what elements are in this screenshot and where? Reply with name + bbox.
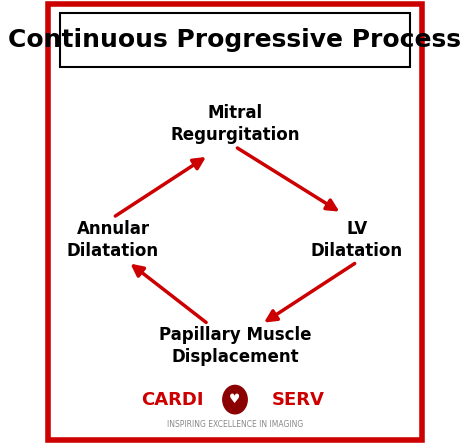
Text: Papillary Muscle
Displacement: Papillary Muscle Displacement (159, 326, 311, 366)
Text: Continuous Progressive Process: Continuous Progressive Process (8, 28, 462, 52)
Text: Annular
Dilatation: Annular Dilatation (67, 220, 159, 260)
Text: CARDI: CARDI (141, 391, 204, 408)
FancyBboxPatch shape (60, 13, 410, 67)
Circle shape (223, 385, 247, 414)
Text: SERV: SERV (272, 391, 324, 408)
Text: ♥: ♥ (229, 393, 241, 406)
Text: LV
Dilatation: LV Dilatation (311, 220, 403, 260)
Text: INSPIRING EXCELLENCE IN IMAGING: INSPIRING EXCELLENCE IN IMAGING (167, 420, 303, 428)
FancyBboxPatch shape (48, 4, 422, 440)
Text: Mitral
Regurgitation: Mitral Regurgitation (170, 104, 300, 144)
